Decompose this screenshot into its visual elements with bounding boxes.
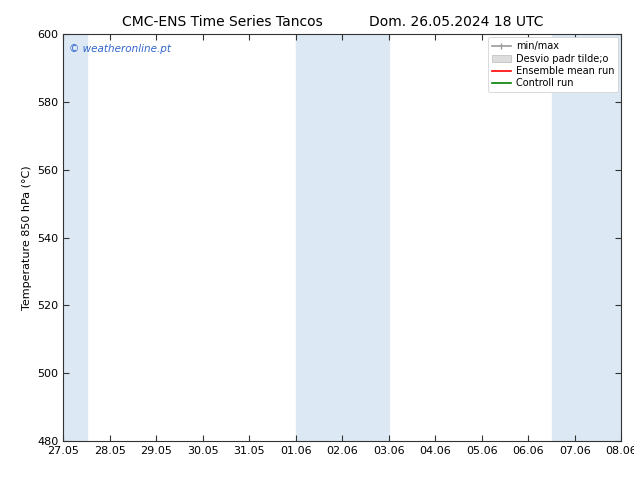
Text: © weatheronline.pt: © weatheronline.pt xyxy=(69,45,171,54)
Bar xyxy=(552,34,621,441)
Text: CMC-ENS Time Series Tancos: CMC-ENS Time Series Tancos xyxy=(122,15,322,29)
Legend: min/max, Desvio padr tilde;o, Ensemble mean run, Controll run: min/max, Desvio padr tilde;o, Ensemble m… xyxy=(488,37,618,92)
Y-axis label: Temperature 850 hPa (°C): Temperature 850 hPa (°C) xyxy=(22,165,32,310)
Bar xyxy=(63,34,87,441)
Text: Dom. 26.05.2024 18 UTC: Dom. 26.05.2024 18 UTC xyxy=(369,15,544,29)
Bar xyxy=(296,34,389,441)
